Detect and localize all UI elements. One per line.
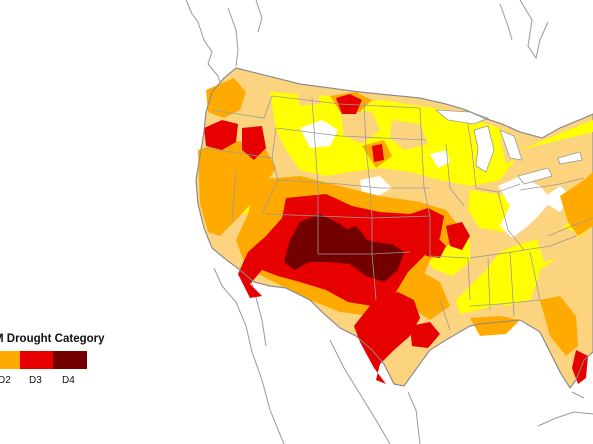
legend-swatch-d2: [0, 351, 20, 369]
conus-outline: [195, 67, 593, 389]
legend-label-d4: D4: [62, 375, 75, 386]
legend-title: M Drought Category: [0, 333, 105, 345]
great-lakes: [434, 109, 583, 185]
legend-label-d2: D2: [0, 375, 11, 386]
legend-swatch-d3: [20, 351, 53, 369]
legend-label-d3: D3: [29, 375, 42, 386]
legend-swatch-d4: [53, 351, 87, 369]
d4-regions: [284, 214, 404, 282]
state-boundaries: [203, 95, 593, 331]
